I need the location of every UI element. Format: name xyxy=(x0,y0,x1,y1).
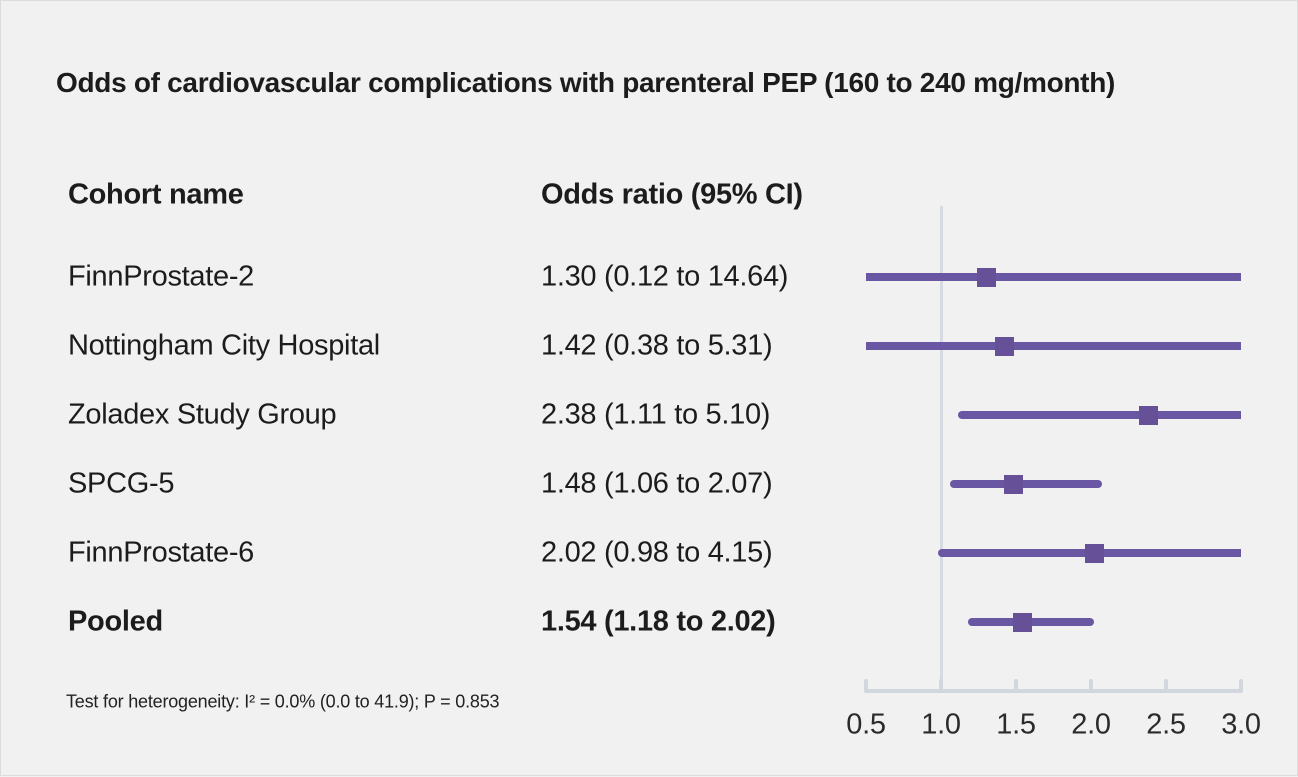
study-label: Zoladex Study Group xyxy=(68,398,337,431)
ci-line xyxy=(866,273,1241,281)
study-label: Pooled xyxy=(68,605,163,638)
x-axis-tick-label: 3.0 xyxy=(1221,708,1261,741)
point-estimate-marker xyxy=(976,267,996,287)
study-odds-ratio-text: 1.48 (1.06 to 2.07) xyxy=(541,467,773,500)
study-odds-ratio-text: 1.42 (0.38 to 5.31) xyxy=(541,329,773,362)
x-axis-tick xyxy=(1239,679,1243,691)
study-odds-ratio-text: 1.30 (0.12 to 14.64) xyxy=(541,260,789,293)
ci-line xyxy=(957,411,1241,419)
point-estimate-marker xyxy=(994,336,1014,356)
study-label: SPCG-5 xyxy=(68,467,175,500)
x-axis-line xyxy=(864,689,1243,693)
x-axis-tick-label: 1.0 xyxy=(921,708,961,741)
x-axis-tick xyxy=(1089,679,1093,691)
heterogeneity-note: Test for heterogeneity: I² = 0.0% (0.0 t… xyxy=(66,691,500,712)
study-label: FinnProstate-6 xyxy=(68,536,254,569)
ci-line xyxy=(938,549,1241,557)
column-header-cohort: Cohort name xyxy=(68,178,244,211)
study-label: FinnProstate-2 xyxy=(68,260,254,293)
study-odds-ratio-text: 2.38 (1.11 to 5.10) xyxy=(541,398,771,431)
pooled-estimate-marker xyxy=(1012,612,1032,632)
x-axis-tick xyxy=(939,679,943,691)
point-estimate-marker xyxy=(1084,543,1104,563)
study-label: Nottingham City Hospital xyxy=(68,329,380,362)
column-header-odds-ratio: Odds ratio (95% CI) xyxy=(541,178,803,211)
study-odds-ratio-text: 1.54 (1.18 to 2.02) xyxy=(541,605,776,638)
pooled-ci-line xyxy=(968,618,1094,626)
x-axis-tick xyxy=(1164,679,1168,691)
x-axis-tick xyxy=(864,679,868,691)
x-axis-tick-label: 1.5 xyxy=(996,708,1036,741)
ci-line xyxy=(950,480,1102,488)
study-odds-ratio-text: 2.02 (0.98 to 4.15) xyxy=(541,536,773,569)
point-estimate-marker xyxy=(1138,405,1158,425)
ci-line xyxy=(866,342,1241,350)
reference-line xyxy=(939,206,943,689)
x-axis-tick-label: 0.5 xyxy=(846,708,886,741)
point-estimate-marker xyxy=(1003,474,1023,494)
figure-title: Odds of cardiovascular complications wit… xyxy=(56,67,1116,98)
x-axis-tick-label: 2.0 xyxy=(1071,708,1111,741)
x-axis-tick xyxy=(1014,679,1018,691)
x-axis-tick-label: 2.5 xyxy=(1146,708,1186,741)
